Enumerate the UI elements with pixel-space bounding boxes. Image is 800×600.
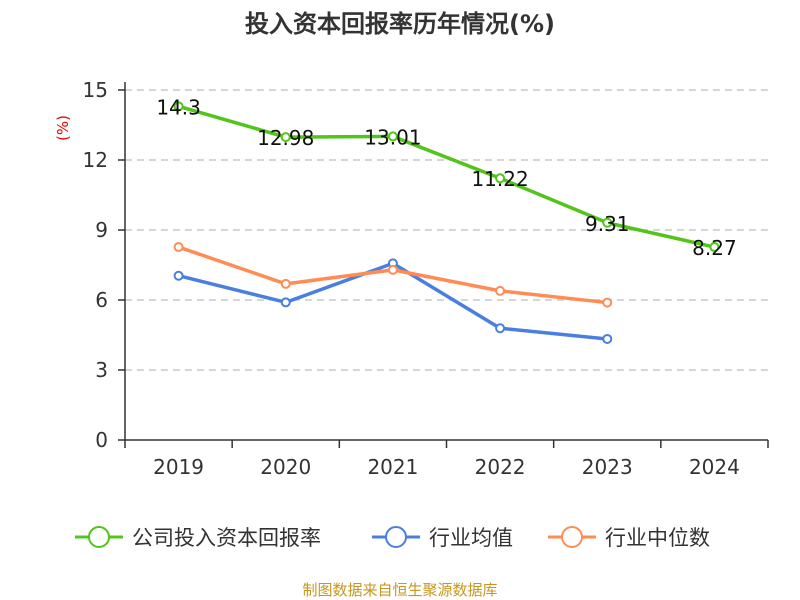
source-note: 制图数据来自恒生聚源数据库 (302, 581, 497, 599)
y-axis-unit: (%) (54, 115, 72, 141)
data-label: 8.27 (692, 236, 737, 260)
y-tick-label: 12 (83, 148, 108, 172)
data-point (173, 101, 184, 112)
x-tick-label: 2021 (367, 455, 418, 479)
x-tick-label: 2020 (260, 455, 311, 479)
y-tick-label: 6 (95, 288, 108, 312)
data-point (495, 323, 506, 334)
data-point (602, 297, 613, 308)
chart-title: 投入资本回报率历年情况(%) (245, 10, 555, 38)
data-label: 12.98 (257, 126, 314, 150)
data-label: 11.22 (471, 167, 528, 191)
data-point (387, 264, 398, 275)
legend-marker (385, 526, 407, 548)
y-tick-label: 9 (95, 218, 108, 242)
data-point (280, 132, 291, 143)
data-point (602, 333, 613, 344)
legend-label: 行业中位数 (605, 526, 710, 550)
legend-marker (88, 526, 110, 548)
x-tick-label: 2024 (689, 455, 740, 479)
data-point (495, 173, 506, 184)
x-tick-label: 2022 (475, 455, 526, 479)
data-point (280, 278, 291, 289)
y-tick-label: 3 (95, 358, 108, 382)
x-tick-label: 2019 (153, 455, 204, 479)
data-point (602, 217, 613, 228)
legend-marker (561, 526, 583, 548)
y-tick-label: 0 (95, 428, 108, 452)
legend-label: 公司投入资本回报率 (132, 526, 321, 550)
legend-label: 行业均值 (429, 526, 513, 550)
x-tick-label: 2023 (582, 455, 633, 479)
data-point (173, 270, 184, 281)
data-point (280, 297, 291, 308)
data-label: 9.31 (585, 212, 630, 236)
data-label: 13.01 (364, 125, 421, 149)
series-line (178, 104, 715, 249)
data-point (173, 242, 184, 253)
data-point (495, 285, 506, 296)
data-point (709, 242, 720, 253)
data-point (387, 131, 398, 142)
y-tick-label: 15 (83, 78, 108, 102)
data-label: 14.3 (156, 95, 201, 119)
